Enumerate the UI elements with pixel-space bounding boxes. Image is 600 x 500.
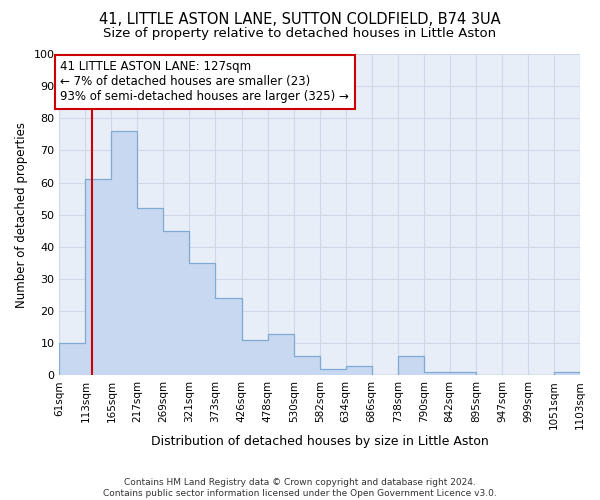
Text: 41, LITTLE ASTON LANE, SUTTON COLDFIELD, B74 3UA: 41, LITTLE ASTON LANE, SUTTON COLDFIELD,…	[99, 12, 501, 28]
Y-axis label: Number of detached properties: Number of detached properties	[15, 122, 28, 308]
Text: Contains HM Land Registry data © Crown copyright and database right 2024.
Contai: Contains HM Land Registry data © Crown c…	[103, 478, 497, 498]
X-axis label: Distribution of detached houses by size in Little Aston: Distribution of detached houses by size …	[151, 434, 488, 448]
Text: 41 LITTLE ASTON LANE: 127sqm
← 7% of detached houses are smaller (23)
93% of sem: 41 LITTLE ASTON LANE: 127sqm ← 7% of det…	[61, 60, 349, 104]
Text: Size of property relative to detached houses in Little Aston: Size of property relative to detached ho…	[103, 28, 497, 40]
